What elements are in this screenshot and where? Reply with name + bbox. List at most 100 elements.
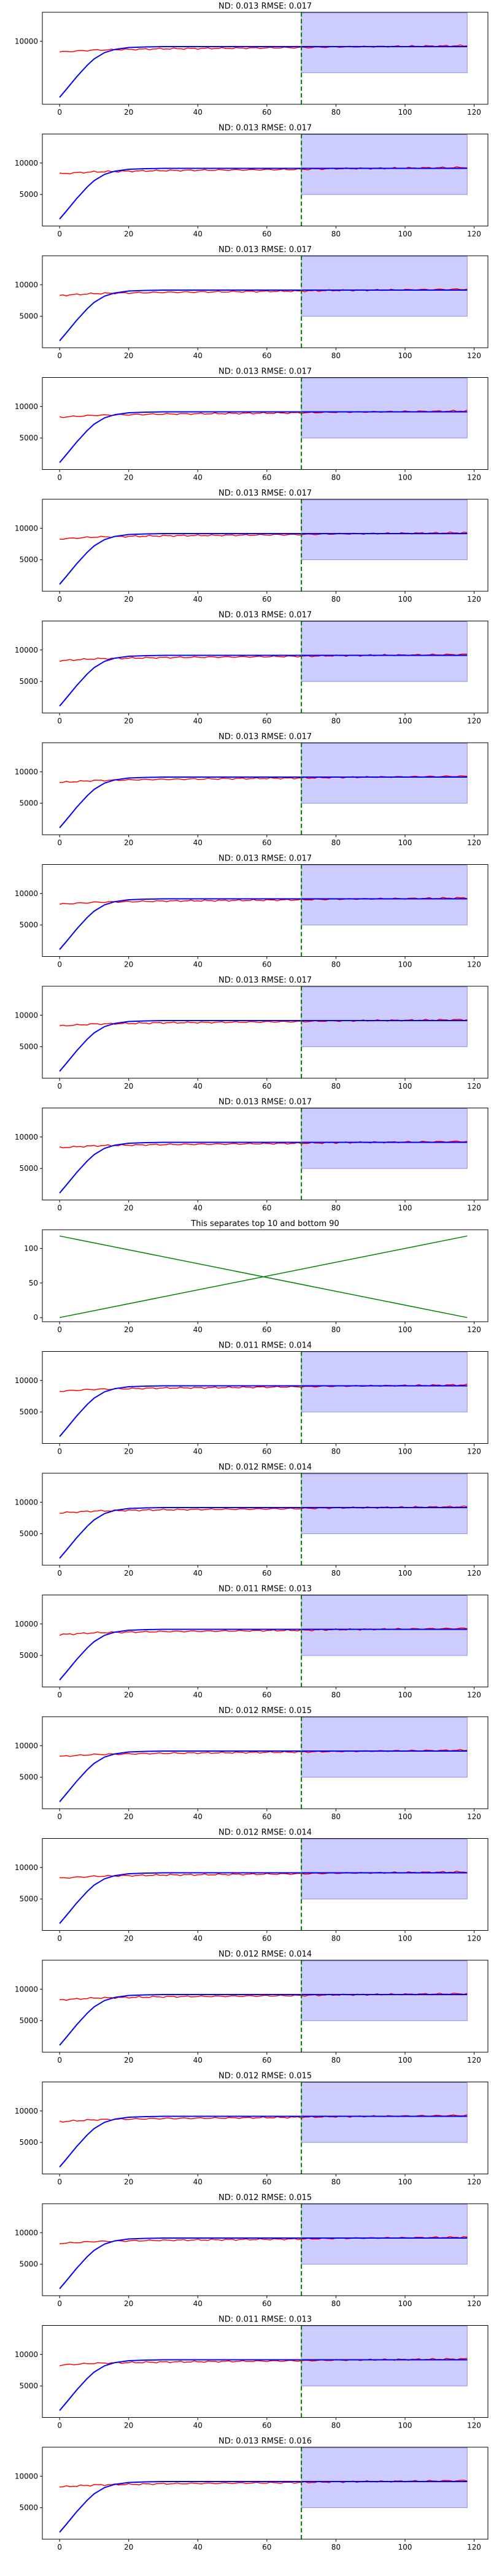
x-tick-label: 80 bbox=[331, 1204, 341, 1213]
chart-panel-5: ND: 0.013 RMSE: 0.017 0 20 40 60 80 100 120 5000… bbox=[15, 489, 489, 604]
plot-area bbox=[59, 1839, 468, 1924]
axes-frame bbox=[42, 1351, 489, 1444]
x-tick-label: 100 bbox=[398, 1569, 412, 1577]
chart-title: ND: 0.013 RMSE: 0.017 bbox=[218, 732, 312, 742]
forecast-band bbox=[301, 1108, 468, 1169]
chart-panel-4: ND: 0.013 RMSE: 0.017 0 20 40 60 80 100 120 5000… bbox=[15, 367, 489, 482]
x-tick-label: 20 bbox=[124, 717, 133, 726]
plot-area bbox=[59, 2326, 468, 2411]
x-tick-label: 120 bbox=[467, 1569, 481, 1577]
x-tick-label: 0 bbox=[57, 2421, 62, 2430]
series-fitted-line bbox=[59, 167, 468, 220]
x-tick-label: 40 bbox=[193, 351, 203, 360]
series-fitted-line bbox=[59, 2115, 468, 2168]
chart-title: ND: 0.013 RMSE: 0.016 bbox=[218, 2437, 312, 2446]
x-tick-label: 60 bbox=[262, 473, 271, 482]
chart-title: ND: 0.013 RMSE: 0.017 bbox=[218, 245, 312, 255]
chart-panel-12: ND: 0.011 RMSE: 0.014 0 20 40 60 80 100 120 5000… bbox=[15, 1341, 489, 1456]
plot-area bbox=[59, 865, 468, 950]
forecast-band bbox=[301, 499, 468, 561]
forecast-band bbox=[301, 2204, 468, 2265]
chart-panel-2: ND: 0.013 RMSE: 0.017 0 20 40 60 80 100 120 5000… bbox=[15, 124, 489, 239]
x-tick-label: 100 bbox=[398, 2421, 412, 2430]
x-tick-label: 0 bbox=[57, 1691, 62, 1700]
x-tick-label: 0 bbox=[57, 838, 62, 847]
axes-frame bbox=[42, 1108, 489, 1200]
x-tick-label: 80 bbox=[331, 1691, 341, 1700]
x-tick-label: 20 bbox=[124, 473, 133, 482]
x-tick-label: 60 bbox=[262, 960, 271, 969]
x-tick-label: 40 bbox=[193, 1569, 203, 1577]
chart-panel-20: ND: 0.011 RMSE: 0.013 0 20 40 60 80 100 120 5000… bbox=[15, 2315, 489, 2430]
x-tick-label: 80 bbox=[331, 2299, 341, 2308]
x-tick-label: 120 bbox=[467, 2543, 481, 2551]
x-tick-label: 20 bbox=[124, 2543, 133, 2551]
x-tick-label: 20 bbox=[124, 1204, 133, 1213]
forecast-band bbox=[301, 743, 468, 804]
x-tick-label: 20 bbox=[124, 1812, 133, 1821]
y-tick-label: 10000 bbox=[15, 280, 38, 289]
x-tick-label: 60 bbox=[262, 1934, 271, 1943]
x-tick-label: 120 bbox=[467, 1691, 481, 1700]
plot-area bbox=[59, 2204, 468, 2290]
y-tick-label: 10000 bbox=[15, 2472, 38, 2480]
x-tick-label: 120 bbox=[467, 108, 481, 117]
chart-title: ND: 0.011 RMSE: 0.013 bbox=[218, 1585, 312, 1594]
x-tick-label: 60 bbox=[262, 1204, 271, 1213]
axes-frame bbox=[42, 12, 489, 105]
axes-frame bbox=[42, 2447, 489, 2540]
x-tick-label: 100 bbox=[398, 1691, 412, 1700]
x-tick-label: 40 bbox=[193, 2056, 203, 2064]
x-tick-label: 120 bbox=[467, 2178, 481, 2187]
y-tick-label: 5000 bbox=[19, 2260, 38, 2269]
y-tick-label: 10000 bbox=[15, 889, 38, 898]
x-tick-label: 100 bbox=[398, 1204, 412, 1213]
x-tick-label: 60 bbox=[262, 717, 271, 726]
series-fitted-line bbox=[59, 2359, 468, 2411]
plot-area bbox=[59, 378, 468, 463]
y-tick-label: 10000 bbox=[15, 646, 38, 654]
x-tick-label: 100 bbox=[398, 230, 412, 239]
x-tick-label: 120 bbox=[467, 1812, 481, 1821]
forecast-band bbox=[301, 2082, 468, 2143]
y-tick-label: 100 bbox=[24, 1244, 38, 1252]
x-tick-label: 100 bbox=[398, 2543, 412, 2551]
series-fitted-line bbox=[59, 533, 468, 585]
series-fitted-line bbox=[59, 1507, 468, 1559]
axes-frame bbox=[42, 2082, 489, 2174]
x-tick-label: 0 bbox=[57, 960, 62, 969]
chart-title: ND: 0.011 RMSE: 0.013 bbox=[218, 2315, 312, 2325]
x-tick-label: 80 bbox=[331, 2421, 341, 2430]
chart-title: This separates top 10 and bottom 90 bbox=[190, 1219, 339, 1229]
x-tick-label: 20 bbox=[124, 838, 133, 847]
axes-frame bbox=[42, 1838, 489, 1931]
x-tick-label: 0 bbox=[57, 1325, 62, 1334]
x-tick-label: 100 bbox=[398, 2178, 412, 2187]
x-tick-label: 60 bbox=[262, 351, 271, 360]
chart-panel-3: ND: 0.013 RMSE: 0.017 0 20 40 60 80 100 120 5000… bbox=[15, 245, 489, 360]
x-tick-label: 60 bbox=[262, 2056, 271, 2064]
x-tick-label: 60 bbox=[262, 1447, 271, 1456]
y-tick-label: 10000 bbox=[15, 767, 38, 776]
x-tick-label: 100 bbox=[398, 351, 412, 360]
chart-title: ND: 0.013 RMSE: 0.017 bbox=[218, 2, 312, 11]
x-tick-label: 0 bbox=[57, 717, 62, 726]
x-tick-label: 40 bbox=[193, 2543, 203, 2551]
plot-area bbox=[59, 621, 468, 707]
axes-frame bbox=[42, 255, 489, 348]
forecast-band bbox=[301, 1595, 468, 1656]
y-tick-label: 5000 bbox=[19, 1651, 38, 1660]
y-tick-label: 10000 bbox=[15, 2350, 38, 2359]
x-tick-label: 80 bbox=[331, 473, 341, 482]
axes-frame bbox=[42, 2325, 489, 2418]
x-tick-label: 0 bbox=[57, 1447, 62, 1456]
x-tick-label: 100 bbox=[398, 1447, 412, 1456]
x-tick-label: 20 bbox=[124, 2056, 133, 2064]
chart-panel-1: ND: 0.013 RMSE: 0.017 0 20 40 60 80 100 120 1000… bbox=[15, 2, 489, 117]
y-tick-label: 10000 bbox=[15, 2228, 38, 2237]
y-tick-label: 5000 bbox=[19, 556, 38, 564]
x-tick-label: 120 bbox=[467, 2421, 481, 2430]
x-tick-label: 120 bbox=[467, 1325, 481, 1334]
x-tick-label: 60 bbox=[262, 1691, 271, 1700]
